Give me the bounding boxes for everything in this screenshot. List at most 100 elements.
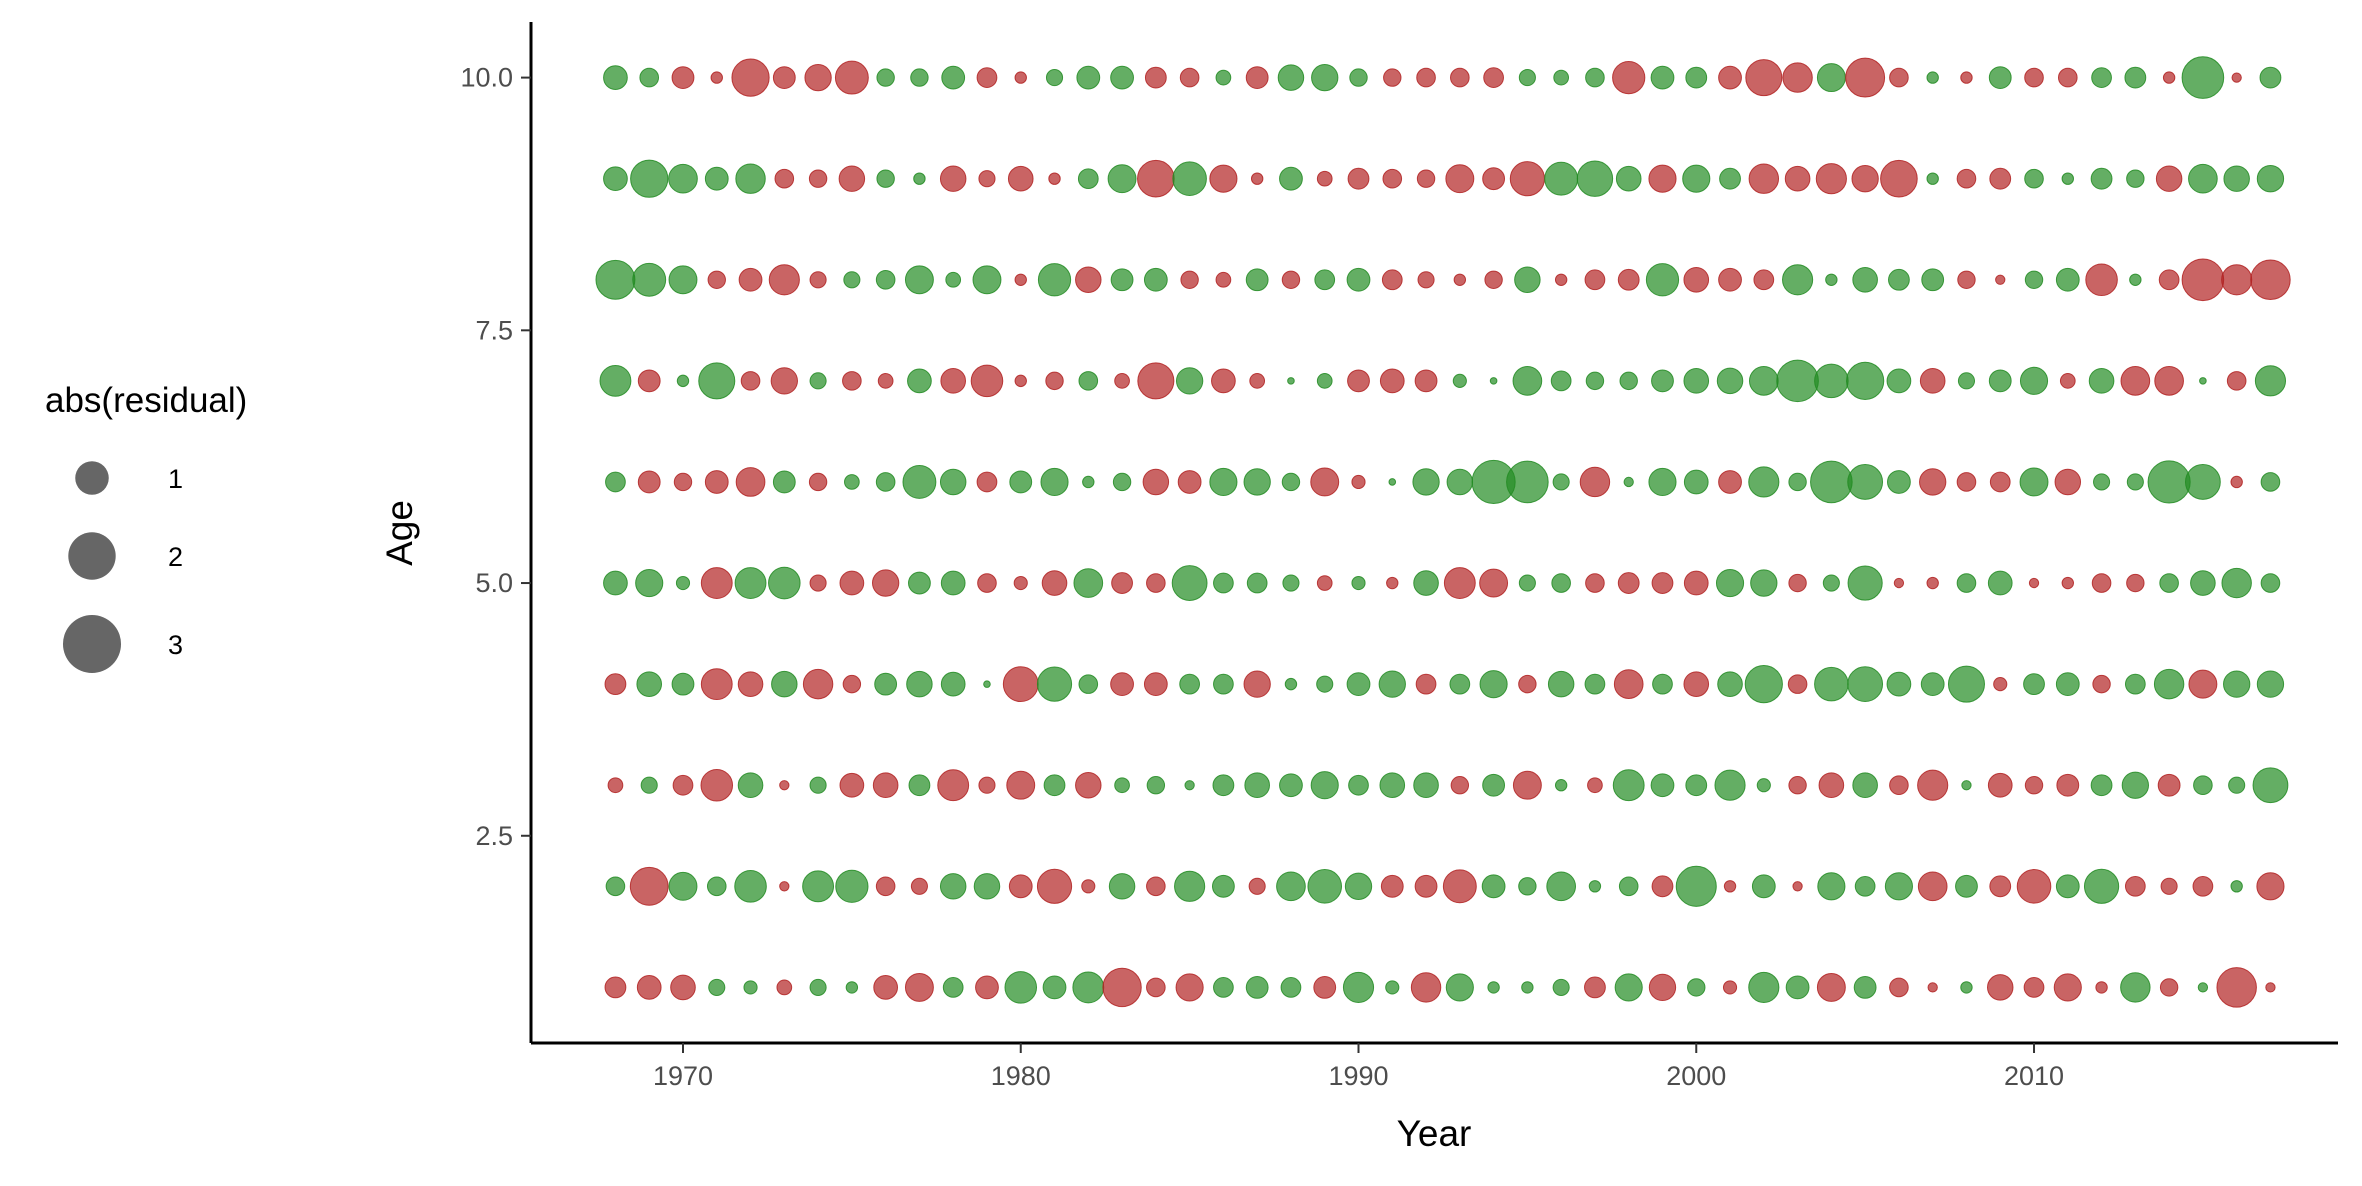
bubble-point — [809, 372, 827, 390]
bubble-point — [2024, 776, 2044, 795]
bubble-point — [877, 373, 894, 389]
y-tick-label: 10.0 — [460, 63, 513, 93]
bubble-point — [871, 569, 900, 597]
bubble-point — [1209, 164, 1238, 193]
bubble-point — [2260, 573, 2281, 593]
legend-key-circle — [62, 614, 122, 674]
bubble-point — [2158, 269, 2180, 291]
bubble-point — [632, 262, 667, 297]
legend-key-circle — [68, 532, 116, 580]
bubble-point — [1613, 669, 1644, 699]
bubble-point — [1719, 167, 1741, 190]
bubble-point — [1073, 568, 1104, 598]
bubble-point — [2095, 981, 2108, 994]
bubble-point — [1995, 274, 2006, 285]
bubble-point — [1175, 367, 1204, 395]
bubble-point — [2162, 71, 2176, 84]
bubble-point — [1518, 877, 1537, 896]
bubble-point — [2265, 982, 2276, 993]
bubble-point — [1287, 377, 1295, 385]
bubble-point — [1893, 577, 1905, 589]
bubble-point — [1006, 770, 1036, 800]
bubble-point — [1078, 371, 1099, 391]
bubble-point — [1171, 565, 1208, 601]
bubble-point — [1683, 570, 1709, 596]
bubble-point — [1784, 165, 1811, 192]
bubble-point — [1814, 666, 1849, 702]
bubble-point — [1443, 567, 1476, 599]
bubble-point — [1619, 371, 1638, 391]
bubble-point — [1714, 769, 1746, 801]
bubble-point — [1884, 872, 1913, 901]
bubble-point — [731, 58, 770, 97]
bubble-point — [668, 871, 698, 901]
bubble-point — [1810, 460, 1853, 504]
bubble-point — [1927, 982, 1938, 993]
bubble-point — [1072, 971, 1105, 1004]
bubble-point — [875, 472, 896, 492]
x-tick-label: 1980 — [991, 1061, 1051, 1091]
bubble-point — [1612, 60, 1646, 95]
bubble-point — [2088, 368, 2115, 394]
bubble-point — [1715, 568, 1745, 598]
bubble-point — [1650, 773, 1675, 798]
legend-key-circle — [75, 461, 109, 495]
bubble-point — [1243, 468, 1271, 496]
bubble-point — [1685, 66, 1708, 89]
bubble-point — [2231, 72, 2242, 83]
legend-title: abs(residual) — [45, 381, 247, 420]
bubble-point — [1048, 172, 1061, 185]
bubble-point — [1788, 573, 1807, 593]
bubble-point — [2226, 371, 2247, 391]
bubble-point — [1082, 475, 1095, 489]
bubble-point — [875, 876, 896, 897]
bubble-point — [737, 671, 764, 697]
bubble-point — [2092, 674, 2111, 694]
bubble-point — [1179, 673, 1200, 695]
bubble-point — [1683, 469, 1709, 495]
bubble-point — [2192, 875, 2214, 897]
bubble-point — [2155, 165, 2183, 192]
bubble-point — [670, 974, 696, 1001]
bubble-point — [1744, 665, 1783, 704]
bubble-point — [640, 776, 658, 794]
bubble-point — [1248, 877, 1266, 895]
bubble-point — [1652, 673, 1673, 695]
bubble-point — [1489, 377, 1498, 385]
bubble-point — [1748, 366, 1779, 396]
bubble-point — [1414, 874, 1438, 898]
bubble-point — [771, 670, 798, 698]
bubble-point — [2223, 670, 2251, 698]
bubble-point — [1960, 981, 1973, 994]
bubble-point — [1987, 974, 2014, 1001]
bubble-point — [1587, 777, 1603, 794]
bubble-point — [1787, 674, 1808, 694]
bubble-point — [1756, 778, 1771, 793]
bubble-point — [774, 168, 795, 189]
bubble-point — [1416, 67, 1436, 88]
bubble-point — [1180, 270, 1199, 289]
bubble-point — [672, 774, 694, 796]
bubble-point — [735, 163, 766, 194]
bubble-point — [1250, 172, 1264, 185]
bubble-point — [1618, 876, 1639, 897]
bubble-point — [1137, 159, 1175, 198]
bubble-point — [808, 169, 828, 188]
bubble-point — [908, 774, 931, 797]
bubble-point — [603, 65, 628, 90]
bubble-point — [2055, 267, 2080, 292]
bubble-point — [1143, 672, 1168, 697]
bubble-point — [779, 881, 790, 892]
bubble-point — [1852, 266, 1878, 293]
bubble-point — [772, 470, 796, 494]
bubble-point — [1588, 880, 1602, 893]
bubble-point — [1310, 771, 1339, 800]
bubble-point — [1037, 263, 1072, 297]
bubble-point — [1888, 268, 1910, 291]
bubble-point — [636, 975, 662, 1000]
bubble-point — [1344, 872, 1373, 900]
bubble-point — [2019, 467, 2049, 497]
legend-key-label: 2 — [168, 542, 183, 572]
bubble-point — [1075, 771, 1102, 799]
bubble-point — [2083, 868, 2120, 904]
